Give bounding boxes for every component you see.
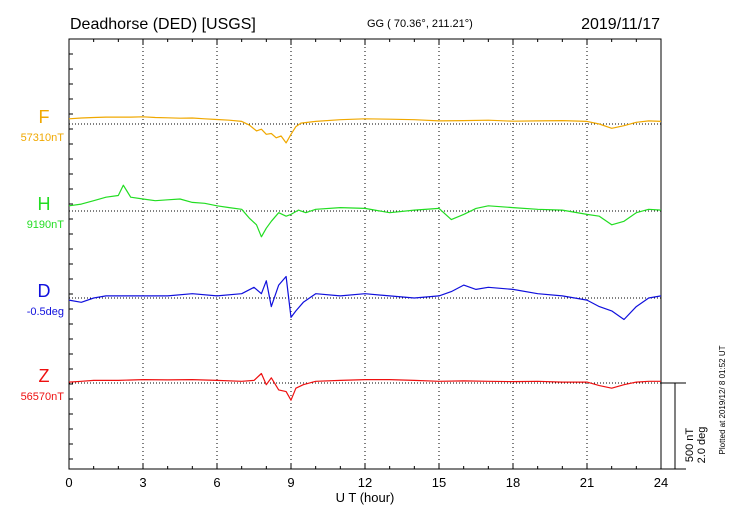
baseline-references bbox=[69, 123, 661, 384]
coordinates-label: GG ( 70.36°, 211.21°) bbox=[367, 18, 473, 30]
baseline-value-D: -0.5deg bbox=[27, 306, 64, 318]
plotted-timestamp: Plotted at 2019/12/ 8 01:52 UT bbox=[718, 345, 727, 454]
x-tick-label-0: 0 bbox=[65, 475, 72, 490]
grid-lines bbox=[142, 39, 588, 469]
x-tick-label-6: 6 bbox=[213, 475, 220, 490]
channel-label-D: D bbox=[38, 281, 51, 301]
date-label: 2019/11/17 bbox=[581, 16, 660, 33]
scale-bar-nt: 500 nT bbox=[684, 428, 696, 463]
channel-labels: F 57310nT H 9190nT D -0.5deg Z 56570nT bbox=[21, 107, 65, 403]
channel-label-Z: Z bbox=[39, 366, 50, 386]
x-tick-label-24: 24 bbox=[654, 475, 668, 490]
trace-H bbox=[68, 184, 662, 238]
x-axis-label: U T (hour) bbox=[336, 490, 395, 505]
channel-label-H: H bbox=[38, 194, 51, 214]
x-tick-label-9: 9 bbox=[287, 475, 294, 490]
trace-Z bbox=[68, 372, 661, 401]
x-tick-label-21: 21 bbox=[580, 475, 594, 490]
x-axis-ticks: 0 3 6 9 12 15 18 21 24 bbox=[65, 39, 668, 490]
scale-bar-deg: 2.0 deg bbox=[696, 427, 708, 464]
station-title: Deadhorse (DED) [USGS] bbox=[70, 16, 256, 33]
x-tick-label-12: 12 bbox=[358, 475, 372, 490]
x-tick-label-15: 15 bbox=[432, 475, 446, 490]
trace-F bbox=[68, 116, 662, 144]
scale-bar: 500 nT 2.0 deg bbox=[661, 382, 708, 470]
channel-label-F: F bbox=[39, 107, 50, 127]
data-traces bbox=[68, 116, 662, 401]
x-tick-label-3: 3 bbox=[139, 475, 146, 490]
baseline-value-H: 9190nT bbox=[27, 219, 65, 231]
x-tick-label-18: 18 bbox=[506, 475, 520, 490]
baseline-value-Z: 56570nT bbox=[21, 391, 65, 403]
baseline-value-F: 57310nT bbox=[21, 132, 65, 144]
trace-D bbox=[68, 275, 662, 321]
